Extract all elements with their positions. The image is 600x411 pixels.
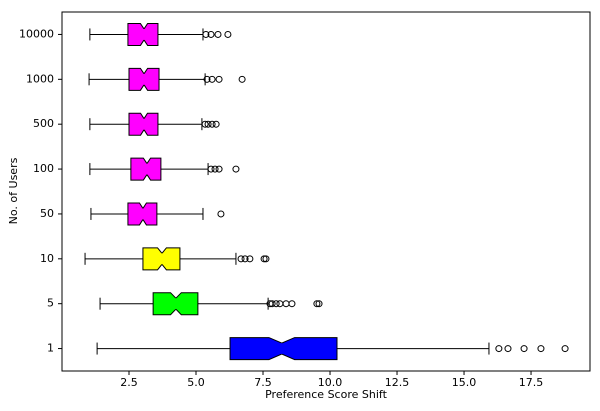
outlier	[537, 345, 545, 353]
outlier	[214, 30, 222, 38]
outlier	[211, 165, 219, 173]
box	[128, 112, 159, 136]
outlier	[215, 75, 223, 83]
y-tick-label: 100	[33, 162, 54, 175]
box	[142, 247, 181, 271]
x-tick-label: 5.0	[187, 376, 205, 389]
outlier	[268, 300, 276, 308]
y-tick-label: 10	[40, 252, 54, 265]
outlier	[215, 165, 223, 173]
outlier	[203, 75, 211, 83]
outlier	[212, 120, 220, 128]
outlier	[276, 300, 284, 308]
box	[127, 202, 158, 226]
x-tick-label: 10.0	[318, 376, 343, 389]
y-tick-label: 10000	[19, 27, 54, 40]
outlier	[262, 255, 270, 263]
x-tick-label: 7.5	[254, 376, 272, 389]
outlier	[208, 120, 216, 128]
outlier	[504, 345, 512, 353]
outlier	[238, 75, 246, 83]
y-axis-label: No. of Users	[7, 157, 20, 224]
y-tick-label: 1	[47, 342, 54, 355]
outlier	[208, 75, 216, 83]
outlier	[224, 30, 232, 38]
outlier	[313, 300, 321, 308]
x-tick-label: 2.5	[120, 376, 138, 389]
outlier	[272, 300, 280, 308]
x-tick-label: 15.0	[452, 376, 477, 389]
outlier	[315, 300, 323, 308]
plot-frame	[61, 11, 591, 372]
outlier	[202, 30, 210, 38]
outlier	[561, 345, 569, 353]
outlier	[288, 300, 296, 308]
x-tick-label: 17.5	[519, 376, 544, 389]
y-tick-label: 500	[33, 117, 54, 130]
outlier	[207, 30, 215, 38]
outlier	[495, 345, 503, 353]
outlier	[282, 300, 290, 308]
x-axis-label: Preference Score Shift	[265, 388, 387, 401]
outlier	[237, 255, 245, 263]
outlier	[520, 345, 528, 353]
x-tick-label: 12.5	[385, 376, 410, 389]
outlier	[207, 165, 215, 173]
outlier	[241, 255, 249, 263]
outlier	[260, 255, 268, 263]
outlier	[246, 255, 254, 263]
outlier	[232, 165, 240, 173]
box	[229, 337, 338, 361]
outlier	[217, 210, 225, 218]
y-tick-label: 1000	[26, 72, 54, 85]
outlier	[204, 120, 212, 128]
outlier	[201, 120, 209, 128]
y-tick-label: 5	[47, 297, 54, 310]
y-tick-label: 50	[40, 207, 54, 220]
box	[130, 157, 162, 181]
box	[127, 22, 159, 46]
